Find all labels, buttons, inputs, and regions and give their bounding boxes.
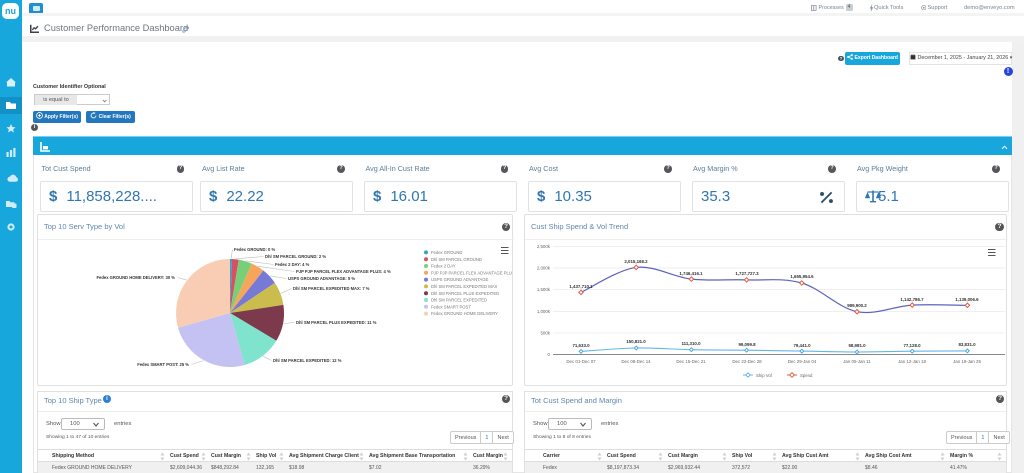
svg-text:Jan 12-Jan 18: Jan 12-Jan 18 [898, 359, 926, 364]
svg-text:500k: 500k [540, 330, 550, 335]
svg-text:Dhl SM PARCEL EXPEDITED: Dhl SM PARCEL EXPEDITED [431, 298, 487, 303]
svg-text:Dhl SM PARCEL PLUS EXPEDITED:: Dhl SM PARCEL PLUS EXPEDITED: 11 % [296, 320, 377, 325]
svg-text:PJP PJP PARCEL FLEX ADVANTAGE: PJP PJP PARCEL FLEX ADVANTAGE PLUS [431, 270, 512, 275]
svg-text:Ship Vol: Ship Vol [756, 373, 772, 378]
svg-text:79,441.0: 79,441.0 [793, 343, 811, 348]
svg-text:0: 0 [548, 352, 551, 357]
svg-text:Dhl SM PARCEL GROUND: 2 %: Dhl SM PARCEL GROUND: 2 % [265, 254, 326, 259]
svg-text:USPS GROUND ADVANTAGE: 5 %: USPS GROUND ADVANTAGE: 5 % [288, 276, 355, 281]
svg-text:Jan 19-Jan 25: Jan 19-Jan 25 [953, 359, 981, 364]
svg-text:1,000k: 1,000k [537, 309, 551, 314]
svg-text:111,310.0: 111,310.0 [681, 341, 701, 346]
svg-text:1,727,727.3: 1,727,727.3 [735, 271, 759, 276]
svg-text:989,900.2: 989,900.2 [847, 303, 867, 308]
svg-text:Dec 22-Dec 28: Dec 22-Dec 28 [732, 359, 762, 364]
svg-text:Dhl SM PARCEL PLUS EXPEDITED: Dhl SM PARCEL PLUS EXPEDITED [431, 291, 499, 296]
svg-text:2,500k: 2,500k [537, 244, 551, 249]
svg-text:Spend: Spend [800, 373, 813, 378]
svg-text:1,500k: 1,500k [537, 287, 551, 292]
svg-text:Fedex SMART POST: 25 %: Fedex SMART POST: 25 % [137, 362, 189, 367]
svg-text:Dhl SM PARCEL EXPEDITED: 12 %: Dhl SM PARCEL EXPEDITED: 12 % [273, 358, 342, 363]
svg-text:Dhl SM PARCEL EXPEDITED MAX: Dhl SM PARCEL EXPEDITED MAX [431, 284, 498, 289]
svg-text:PJP PJP PARCEL FLEX ADVANTAGE: PJP PJP PARCEL FLEX ADVANTAGE PLUS: 4 % [296, 269, 391, 274]
svg-text:1,437,710.1: 1,437,710.1 [569, 284, 593, 289]
svg-text:1,746,416.1: 1,746,416.1 [679, 271, 703, 276]
svg-text:1,142,786.7: 1,142,786.7 [900, 297, 924, 302]
svg-text:99,099.8: 99,099.8 [738, 342, 756, 347]
svg-text:Dec 01-Dec 07: Dec 01-Dec 07 [566, 359, 596, 364]
svg-text:Dec 29-Jan 04: Dec 29-Jan 04 [788, 359, 817, 364]
svg-text:2,015,168.2: 2,015,168.2 [624, 259, 648, 264]
svg-text:Jan 05-Jan 11: Jan 05-Jan 11 [843, 359, 871, 364]
svg-text:2,000k: 2,000k [537, 266, 551, 271]
svg-text:Dec 08-Dec 14: Dec 08-Dec 14 [621, 359, 651, 364]
svg-text:Fedex GROUND HOME DELIVERY: 30: Fedex GROUND HOME DELIVERY: 30 % [97, 275, 176, 280]
svg-text:1,655,954.6: 1,655,954.6 [790, 274, 814, 279]
svg-text:Fedex 2 DAY: Fedex 2 DAY [431, 264, 456, 269]
svg-text:Dhl SM PARCEL GROUND: Dhl SM PARCEL GROUND [431, 257, 482, 262]
svg-text:58,981.0: 58,981.0 [848, 343, 866, 348]
svg-text:71,633.0: 71,633.0 [572, 343, 590, 348]
svg-text:83,831.0: 83,831.0 [958, 342, 976, 347]
svg-text:77,128.0: 77,128.0 [903, 343, 921, 348]
svg-text:Fedex SMART POST: Fedex SMART POST [431, 304, 471, 309]
svg-text:Fedex GROUND: 0 %: Fedex GROUND: 0 % [234, 247, 276, 252]
svg-text:USPS GROUND ADVANTAGE: USPS GROUND ADVANTAGE [431, 277, 489, 282]
svg-text:Fedex GROUND HOME DELIVERY: Fedex GROUND HOME DELIVERY [431, 311, 498, 316]
svg-text:1,139,006.6: 1,139,006.6 [955, 297, 979, 302]
svg-text:Fedex GROUND: Fedex GROUND [431, 250, 462, 255]
svg-text:Dec 15-Dec 21: Dec 15-Dec 21 [676, 359, 706, 364]
svg-text:Dhl SM PARCEL EXPEDITED MAX: 7: Dhl SM PARCEL EXPEDITED MAX: 7 % [293, 286, 370, 291]
svg-text:150,821.0: 150,821.0 [626, 339, 646, 344]
svg-text:Fedex 2 DAY: 4 %: Fedex 2 DAY: 4 % [275, 262, 310, 267]
